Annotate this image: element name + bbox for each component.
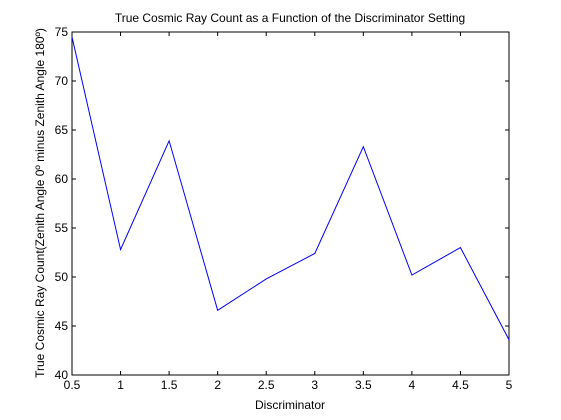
data-point: [120, 249, 121, 250]
x-tick-label: 3.5: [355, 378, 372, 392]
x-tick-label: 3: [311, 378, 318, 392]
y-tick-label: 40: [55, 368, 69, 382]
y-tick-label: 60: [55, 172, 69, 186]
data-point: [72, 36, 73, 37]
y-tick-label: 50: [55, 270, 69, 284]
data-point: [411, 275, 412, 276]
data-point: [314, 253, 315, 254]
series-layer: [71, 36, 510, 340]
data-point: [460, 247, 461, 248]
y-tick-label: 65: [55, 123, 69, 137]
x-tick-label: 0.5: [64, 378, 81, 392]
x-tick-label: 5: [506, 378, 513, 392]
data-point: [363, 146, 364, 147]
y-tick-label: 75: [55, 25, 69, 39]
series-line: [71, 36, 510, 340]
y-tick-label: 70: [55, 74, 69, 88]
x-tick-label: 4: [409, 378, 416, 392]
y-tick-label: 45: [55, 319, 69, 333]
y-axis-label: True Cosmic Ray Count(Zenith Angle 0º mi…: [33, 28, 47, 378]
x-tick-label: 2.5: [258, 378, 275, 392]
x-tick-label: 4.5: [452, 378, 469, 392]
chart-title: True Cosmic Ray Count as a Function of t…: [115, 11, 465, 25]
data-point: [509, 339, 510, 340]
data-point: [217, 310, 218, 311]
x-axis-ticks: 0.5 1 1.5 2 2.5 3 3.5 4 4.5 5: [64, 32, 513, 392]
x-tick-label: 2: [214, 378, 221, 392]
y-axis-ticks: 40 45 50 55 60 65 70 75: [55, 25, 509, 382]
y-tick-label: 55: [55, 221, 69, 235]
x-tick-label: 1.5: [161, 378, 178, 392]
data-point: [169, 140, 170, 141]
x-axis-label: Discriminator: [255, 398, 325, 412]
plot-area: [71, 31, 510, 376]
x-tick-label: 1: [117, 378, 124, 392]
data-point: [266, 278, 267, 279]
